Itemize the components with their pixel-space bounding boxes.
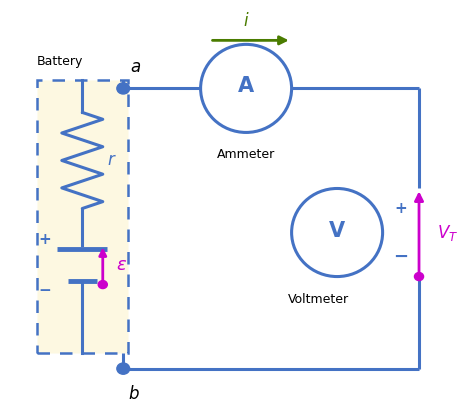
Text: $\varepsilon$: $\varepsilon$: [117, 256, 128, 274]
Text: −: −: [38, 283, 51, 298]
Text: Ammeter: Ammeter: [217, 148, 275, 161]
Text: $a$: $a$: [130, 58, 141, 76]
Text: $V_T$: $V_T$: [437, 223, 458, 243]
Text: Battery: Battery: [37, 55, 83, 68]
Text: +: +: [394, 201, 407, 216]
Text: −: −: [393, 248, 409, 266]
Text: +: +: [38, 231, 51, 246]
Text: $b$: $b$: [128, 384, 139, 403]
Text: $i$: $i$: [243, 13, 249, 30]
Text: Voltmeter: Voltmeter: [288, 293, 349, 306]
Text: V: V: [329, 221, 345, 241]
Text: A: A: [238, 76, 254, 96]
Circle shape: [117, 83, 129, 94]
Circle shape: [414, 273, 424, 281]
Text: $r$: $r$: [107, 151, 117, 169]
Circle shape: [98, 281, 107, 289]
Bar: [37, 80, 128, 353]
Circle shape: [117, 363, 129, 374]
